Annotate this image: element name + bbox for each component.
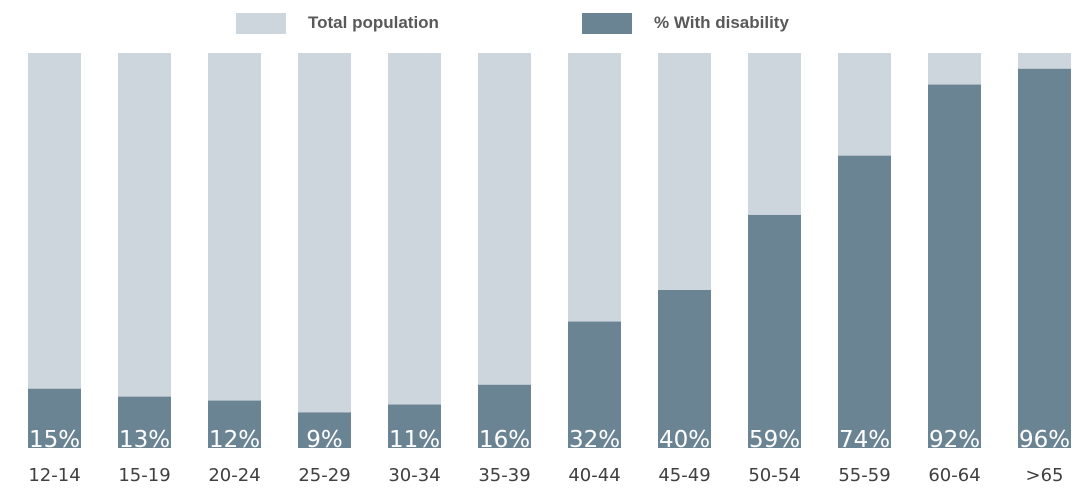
bar-with-disability-40-44 — [568, 321, 621, 448]
bar-total-population-30-34 — [388, 53, 441, 448]
bar-total-population-25-29 — [298, 53, 351, 448]
bar-total-population-12-14 — [28, 53, 81, 448]
legend-item-total-population: Total population — [236, 8, 439, 38]
bar-with-disability-55-59 — [838, 155, 891, 448]
data-label-25-29: 9% — [306, 427, 343, 453]
data-label-12-14: 15% — [29, 427, 80, 453]
bar-total-population-15-19 — [118, 53, 171, 448]
bar-total-population-20-24 — [208, 53, 261, 448]
bar-with-disability-15-19 — [118, 396, 171, 448]
data-label-50-54: 59% — [749, 427, 800, 453]
bar-with-disability-12-14 — [28, 388, 81, 448]
bar-with-disability-35-39 — [478, 384, 531, 448]
bar-with-disability-45-49 — [658, 290, 711, 448]
data-label-30-34: 11% — [389, 427, 440, 453]
data-label-60-64: 92% — [929, 427, 980, 453]
x-tick-label-40-44: 40-44 — [568, 465, 620, 486]
x-tick-label-55-59: 55-59 — [838, 465, 890, 486]
x-tick-label-60-64: 60-64 — [928, 465, 980, 486]
x-tick-label-45-49: 45-49 — [658, 465, 710, 486]
bars-group — [28, 53, 1071, 449]
x-tick-label-15-19: 15-19 — [118, 465, 170, 486]
data-label-65: 96% — [1019, 427, 1070, 453]
legend-label-total-population: Total population — [308, 13, 439, 32]
bar-with-disability-60-64 — [928, 84, 981, 448]
x-tick-label-30-34: 30-34 — [388, 465, 440, 486]
data-label-55-59: 74% — [839, 427, 890, 453]
data-labels-group: 15% 13% 12% 9% 11% 16% 32% 40% 59% 74% 92% 96% — [29, 427, 1070, 453]
x-tick-label-50-54: 50-54 — [748, 465, 800, 486]
data-label-40-44: 32% — [569, 427, 620, 453]
data-label-15-19: 13% — [119, 427, 170, 453]
bar-with-disability-65 — [1018, 68, 1071, 449]
x-axis-tick-labels: 12-14 15-19 20-24 25-29 30-34 35-39 40-44 45-49… — [28, 465, 1063, 486]
legend-swatch-total-population — [236, 12, 286, 34]
bar-with-disability-20-24 — [208, 400, 261, 448]
legend-swatch-with-disability — [582, 12, 632, 34]
data-label-45-49: 40% — [659, 427, 710, 453]
data-label-35-39: 16% — [479, 427, 530, 453]
x-tick-label-25-29: 25-29 — [298, 465, 350, 486]
legend: Total population % With disability — [0, 8, 1078, 38]
x-tick-label-12-14: 12-14 — [28, 465, 80, 486]
x-tick-label-35-39: 35-39 — [478, 465, 530, 486]
bar-total-population-35-39 — [478, 53, 531, 448]
bar-with-disability-50-54 — [748, 214, 801, 448]
data-label-20-24: 12% — [209, 427, 260, 453]
x-tick-label-65: >65 — [1026, 465, 1064, 486]
x-tick-label-20-24: 20-24 — [208, 465, 260, 486]
legend-label-with-disability: % With disability — [654, 13, 789, 32]
legend-item-with-disability: % With disability — [582, 8, 789, 38]
bar-with-disability-25-29 — [298, 412, 351, 448]
bar-with-disability-30-34 — [388, 404, 441, 448]
